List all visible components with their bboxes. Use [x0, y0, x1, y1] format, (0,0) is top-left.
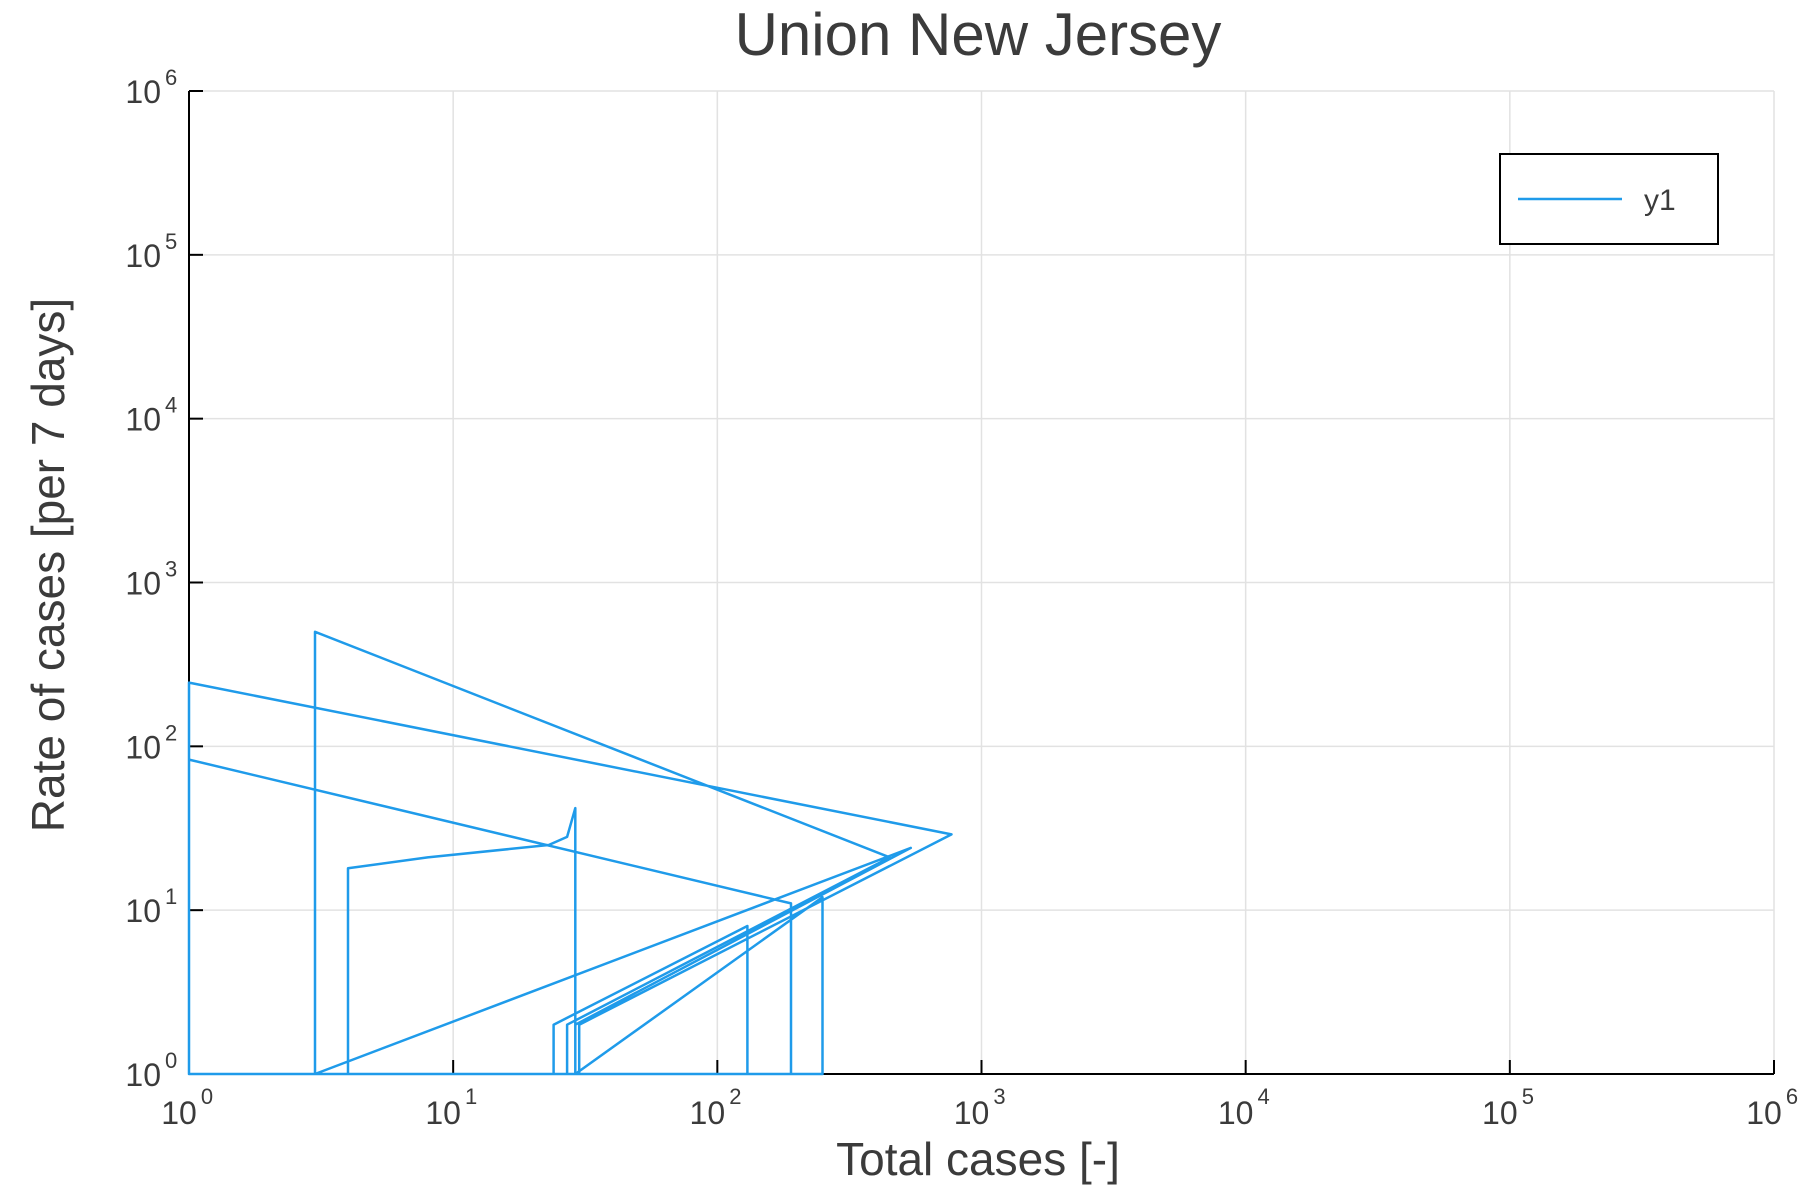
y-tick-label-base: 10	[125, 566, 161, 602]
x-tick-label-exponent: 3	[993, 1084, 1005, 1109]
y-tick-label-exponent: 5	[165, 229, 177, 254]
y-tick-label-base: 10	[125, 74, 161, 110]
x-tick-label: 10 0	[161, 1084, 213, 1131]
y-tick-label-base: 10	[125, 729, 161, 765]
y-tick-label-exponent: 4	[165, 393, 177, 418]
y-tick-label: 10 6	[125, 65, 177, 110]
x-tick-label-base: 10	[954, 1095, 990, 1131]
y-tick-label: 10 3	[125, 557, 177, 602]
y-tick-label-exponent: 0	[165, 1048, 177, 1073]
y-tick-label: 10 0	[125, 1048, 177, 1093]
x-tick-label-exponent: 4	[1258, 1084, 1270, 1109]
x-tick-label-exponent: 1	[465, 1084, 477, 1109]
x-axis-label: Total cases [-]	[836, 1133, 1120, 1185]
y-tick-label: 10 1	[125, 884, 177, 929]
x-tick-label-base: 10	[1218, 1095, 1254, 1131]
x-tick-label: 10 3	[954, 1084, 1006, 1131]
x-tick-label-base: 10	[161, 1095, 197, 1131]
x-tick-label-base: 10	[1482, 1095, 1518, 1131]
chart-title: Union New Jersey	[735, 1, 1222, 68]
x-tick-label-base: 10	[690, 1095, 726, 1131]
legend: y1	[1499, 153, 1719, 245]
y-tick-label-base: 10	[125, 1057, 161, 1093]
x-tick-labels: 10 0 10 1 10 2 10 3 10 4 10 5 10 6	[161, 1084, 1798, 1131]
y-tick-label-base: 10	[125, 238, 161, 274]
x-tick-label-exponent: 6	[1786, 1084, 1798, 1109]
series-group	[187, 630, 953, 1076]
x-tick-label-base: 10	[425, 1095, 461, 1131]
y-tick-label-exponent: 6	[165, 65, 177, 90]
y-tick-label-exponent: 1	[165, 884, 177, 909]
y-tick-label: 10 4	[125, 393, 177, 438]
y-tick-label-exponent: 2	[165, 720, 177, 745]
x-tick-label: 10 4	[1218, 1084, 1270, 1131]
legend-label: y1	[1644, 184, 1676, 217]
x-tick-label-exponent: 5	[1522, 1084, 1534, 1109]
x-tick-label: 10 2	[690, 1084, 742, 1131]
y-tick-label-base: 10	[125, 893, 161, 929]
y-tick-label: 10 2	[125, 720, 177, 765]
x-tick-label-exponent: 2	[729, 1084, 741, 1109]
y-axis-label: Rate of cases [per 7 days]	[22, 298, 74, 832]
x-tick-label-base: 10	[1746, 1095, 1782, 1131]
y-tick-label-exponent: 3	[165, 557, 177, 582]
x-tick-label: 10 5	[1482, 1084, 1534, 1131]
y-tick-label-base: 10	[125, 402, 161, 438]
x-tick-label-exponent: 0	[201, 1084, 213, 1109]
x-tick-label: 10 1	[425, 1084, 477, 1131]
series-line	[187, 630, 953, 1076]
x-tick-label: 10 6	[1746, 1084, 1798, 1131]
y-tick-label: 10 5	[125, 229, 177, 274]
